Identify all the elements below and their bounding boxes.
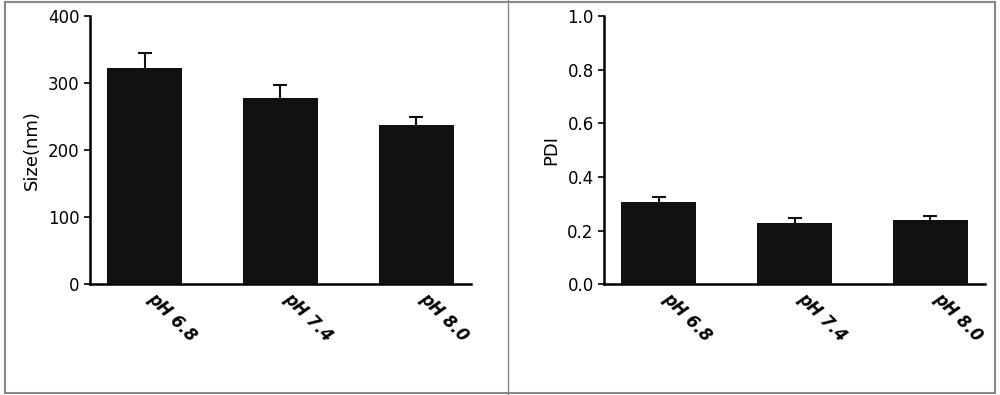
Bar	[243, 98, 318, 284]
Bar	[107, 68, 182, 284]
Bar	[757, 223, 832, 284]
Y-axis label: Size(nm): Size(nm)	[23, 110, 41, 190]
Y-axis label: PDI: PDI	[542, 135, 560, 165]
Bar	[621, 203, 696, 284]
Bar	[893, 220, 968, 284]
Bar	[379, 125, 454, 284]
